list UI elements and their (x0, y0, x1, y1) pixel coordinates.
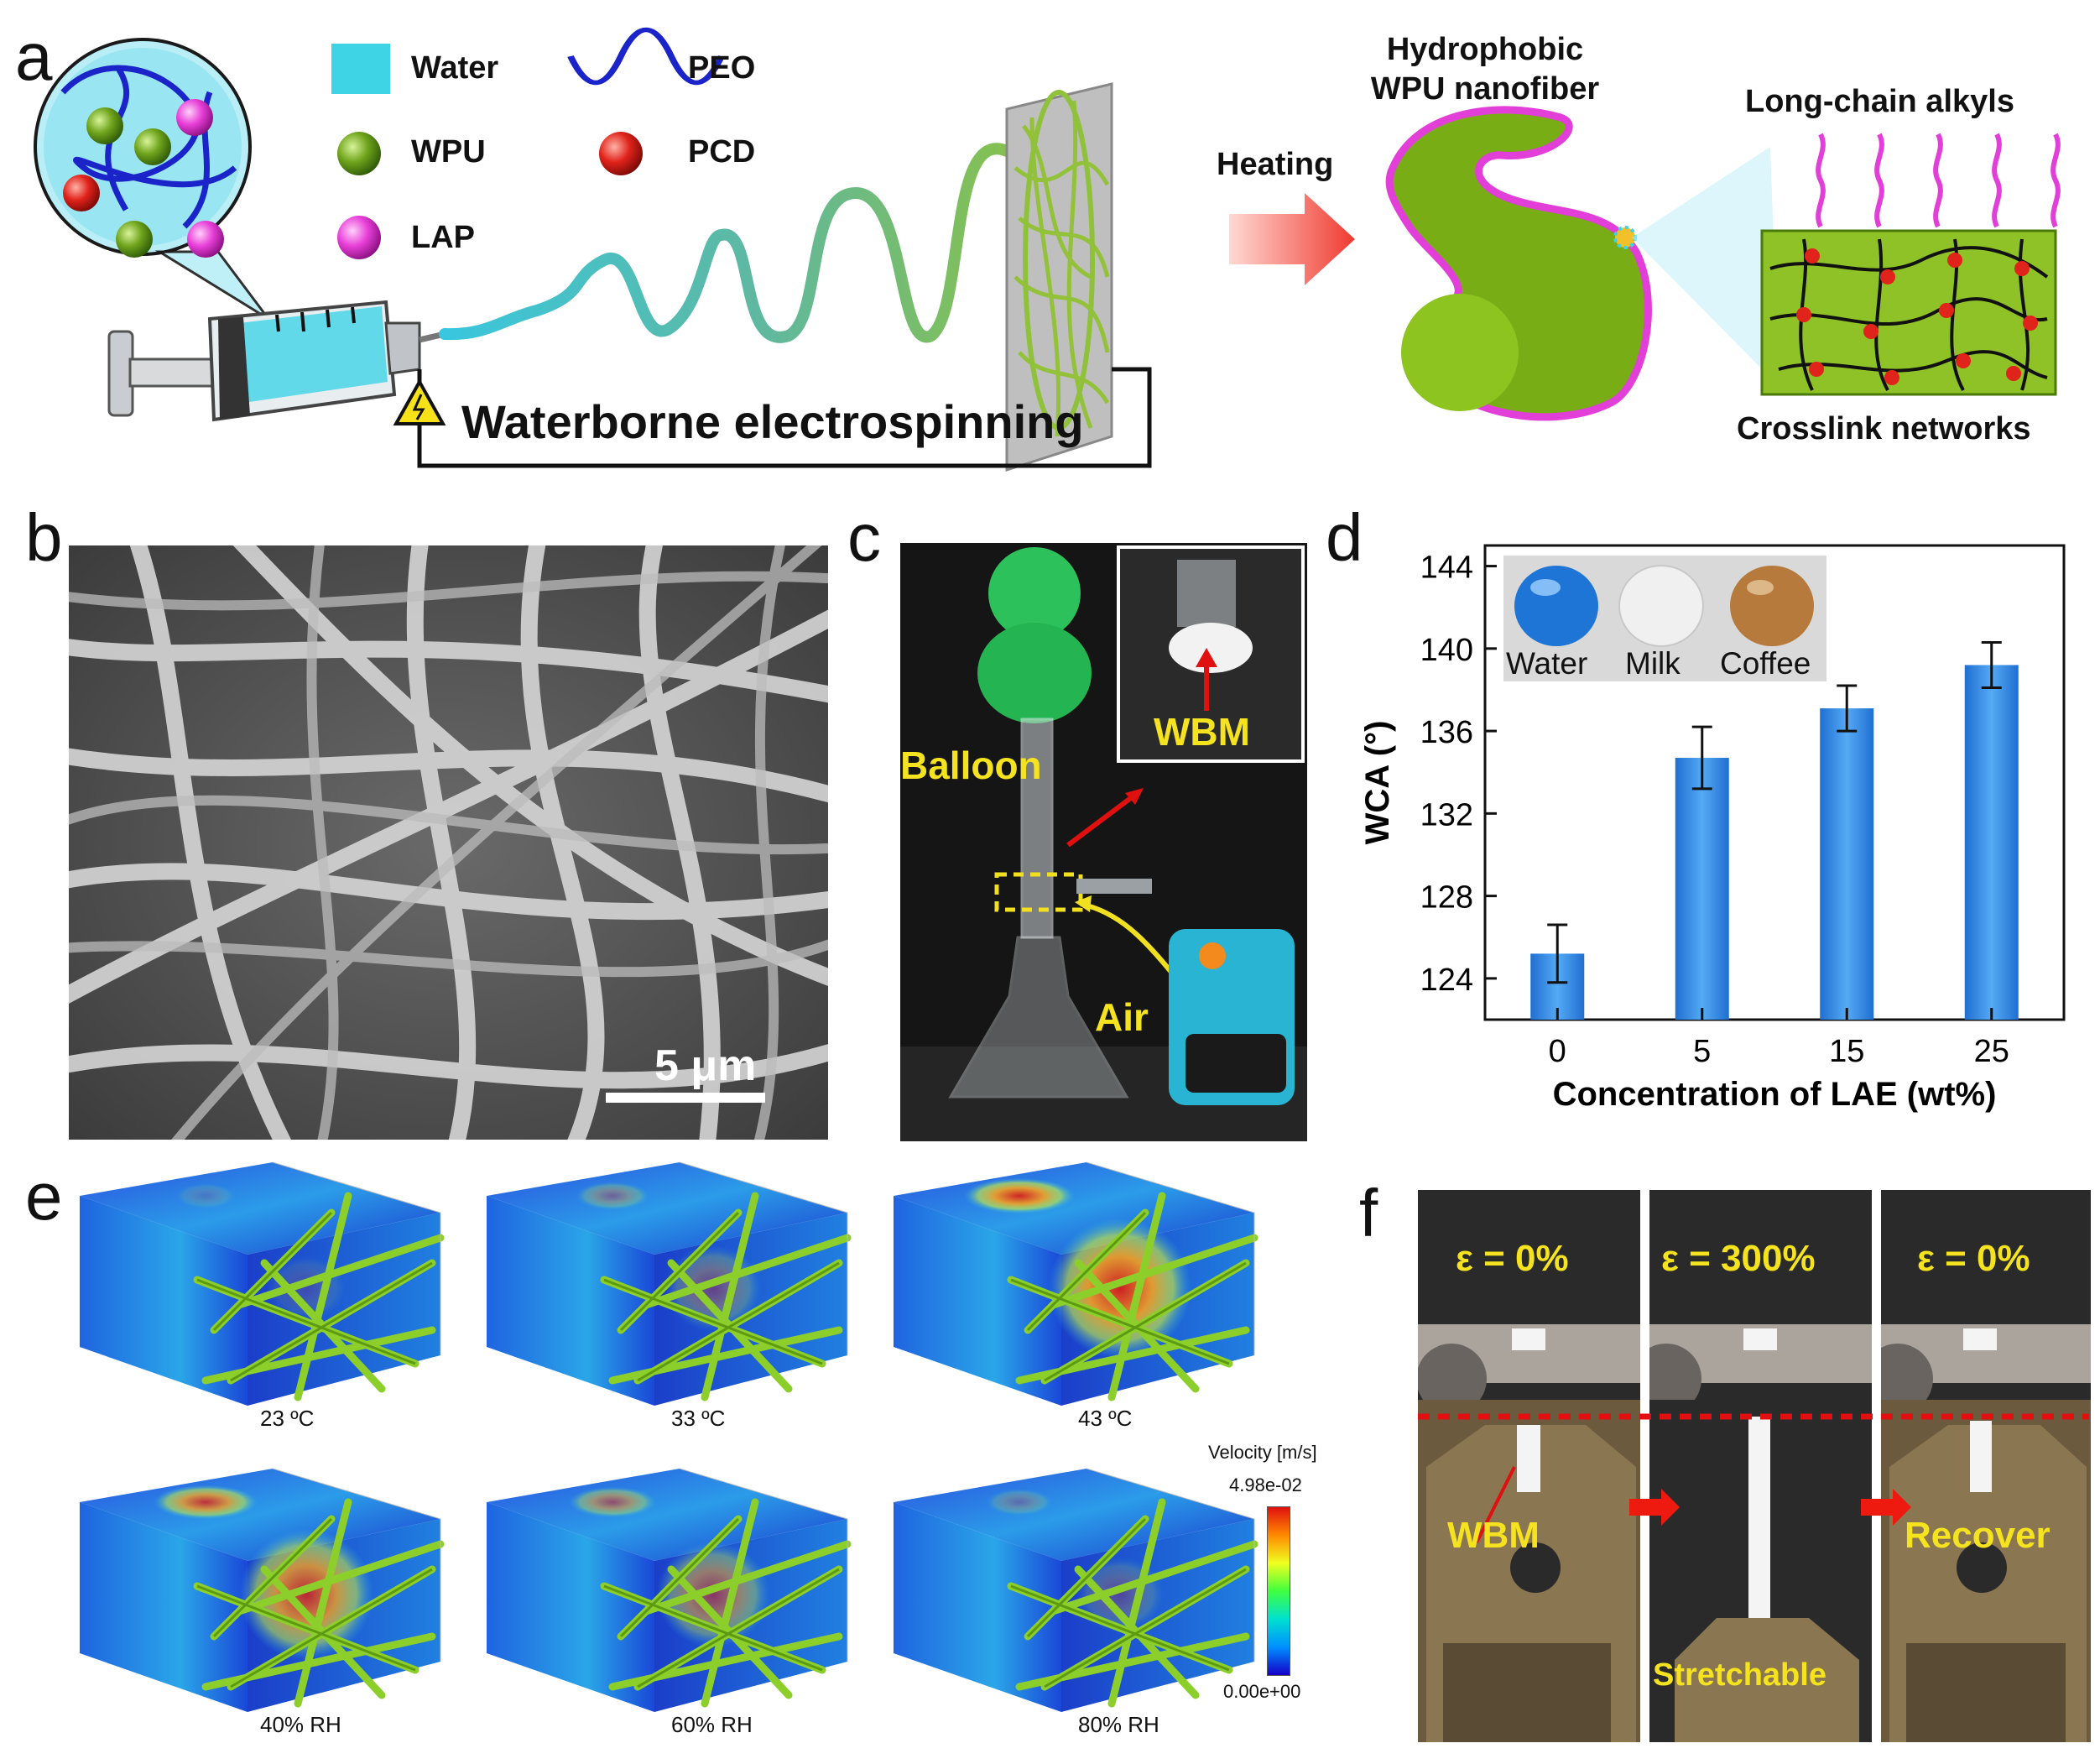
water-legend-icon (331, 44, 390, 94)
setup-photo (900, 543, 1307, 1141)
strain-label-1: ε = 0% (1456, 1238, 1569, 1279)
wbm-photo-label: WBM (1447, 1515, 1540, 1556)
y-tick-label: 136 (1420, 715, 1473, 750)
legend-water-label: Water (411, 50, 499, 86)
recover-label: Recover (1905, 1515, 2050, 1556)
milk-droplet-icon (1618, 565, 1704, 647)
heating-label: Heating (1217, 147, 1334, 182)
y-axis-label: WCA (°) (1359, 721, 1396, 845)
plot-frame (1483, 544, 2066, 1021)
scale-bar (606, 1093, 765, 1103)
panel-label-d: d (1326, 500, 1363, 575)
y-tick-label: 140 (1420, 633, 1473, 668)
process-label: Waterborne electrospinning (461, 395, 1084, 448)
inset-label-water: Water (1506, 646, 1588, 681)
caption-80rh: 80% RH (1078, 1712, 1159, 1737)
wca-bar-chart: 124 128 132 136 140 144 0 5 15 25 Concentration of… (1359, 544, 2066, 1113)
x-tick-label: 5 (1693, 1034, 1711, 1069)
spinning-jet (439, 143, 1080, 344)
pcd-legend-icon (599, 132, 643, 175)
bar (1964, 665, 2019, 1020)
caption-40rh: 40% RH (260, 1712, 341, 1737)
sem-image (69, 545, 828, 1140)
bar (1820, 708, 1874, 1020)
panel-label-e: e (25, 1159, 63, 1234)
y-tick-label: 124 (1420, 963, 1473, 998)
strain-label-3: ε = 0% (1917, 1238, 2030, 1279)
network-label: Crosslink networks (1737, 411, 2031, 446)
crosslink-network (1760, 229, 2057, 396)
simulation-cube (487, 1161, 852, 1406)
velocity-simulations (80, 1161, 1258, 1712)
colorbar-min: 0.00e+00 (1223, 1681, 1301, 1702)
x-axis-label: Concentration of LAE (wt%) (1553, 1076, 1997, 1113)
caption-43c: 43 ºC (1078, 1406, 1133, 1431)
stretch-photo-3 (1881, 1190, 2091, 1742)
inset-label-milk: Milk (1625, 646, 1681, 681)
alkyl-label: Long-chain alkyls (1745, 84, 2014, 119)
air-pump-icon (1169, 929, 1295, 1105)
panel-label-a: a (15, 19, 53, 94)
nanofiber-label-line1: Hydrophobic (1386, 32, 1584, 67)
simulation-cube (80, 1468, 445, 1712)
stretch-photo-1 (1418, 1190, 1640, 1742)
y-tick-label: 128 (1420, 880, 1473, 916)
colorbar-max: 4.98e-02 (1229, 1474, 1302, 1495)
legend-wpu-label: WPU (411, 134, 486, 170)
bar (1675, 758, 1729, 1020)
simulation-cube (487, 1468, 852, 1712)
strain-label-2: ε = 300% (1661, 1238, 1816, 1279)
panel-f-overlays (1418, 1413, 2089, 1543)
caption-33c: 33 ºC (671, 1406, 726, 1431)
scale-bar-label: 5 μm (654, 1041, 757, 1090)
nanofiber-illustration (1385, 106, 1779, 421)
recover-arrow (1861, 1489, 1911, 1526)
panel-label-c: c (847, 500, 881, 575)
y-tick-label: 132 (1420, 797, 1473, 832)
balloon-label: Balloon (900, 744, 1042, 787)
legend-lap-label: LAP (411, 220, 475, 255)
stretch-arrow (1629, 1489, 1680, 1526)
wbm-inset-label: WBM (1154, 710, 1250, 754)
panel-a-illustration (34, 27, 2061, 472)
y-tick-label: 144 (1420, 551, 1473, 586)
simulation-cube (894, 1161, 1258, 1406)
stretch-photo-2 (1649, 1190, 1872, 1742)
caption-23c: 23 ºC (260, 1406, 315, 1431)
x-tick-label: 0 (1549, 1034, 1566, 1069)
heating-arrow (1229, 193, 1355, 285)
alkyl-chains (1816, 133, 2061, 228)
lap-legend-icon (337, 216, 381, 259)
peo-legend-icon (567, 27, 725, 86)
panel-label-b: b (25, 500, 63, 575)
air-label: Air (1095, 995, 1149, 1039)
high-voltage-icon (393, 378, 446, 425)
simulation-cube (80, 1161, 445, 1406)
balloon-icon (977, 547, 1092, 723)
x-tick-label: 15 (1829, 1034, 1864, 1069)
water-droplet-icon (1514, 566, 1598, 646)
wpu-legend-icon (337, 132, 381, 175)
colorbar-title: Velocity [m/s] (1208, 1442, 1317, 1463)
velocity-colorbar (1267, 1506, 1290, 1676)
syringe-icon (107, 300, 446, 422)
panel-label-f: f (1359, 1176, 1378, 1250)
simulation-cube (894, 1468, 1258, 1712)
legend-peo-label: PEO (688, 50, 756, 86)
legend-pcd-label: PCD (688, 134, 756, 170)
caption-60rh: 60% RH (671, 1712, 753, 1737)
circuit-wire (417, 367, 1152, 468)
stretchable-label: Stretchable (1653, 1657, 1826, 1693)
droplet-inset (1503, 556, 1826, 681)
coffee-droplet-icon (1730, 566, 1814, 646)
nanofiber-label-line2: WPU nanofiber (1370, 71, 1600, 107)
x-tick-label: 25 (1974, 1034, 2009, 1069)
collector-icon (1005, 82, 1113, 472)
inset-label-coffee: Coffee (1720, 646, 1811, 681)
